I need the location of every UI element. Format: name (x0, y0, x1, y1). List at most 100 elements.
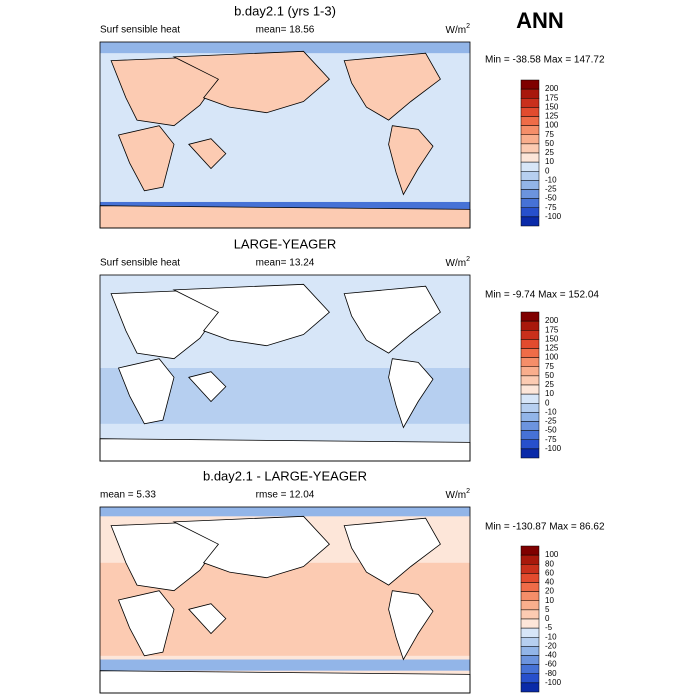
colorbar-box (520, 116, 540, 126)
colorbar-box (520, 591, 540, 601)
colorbar-box (520, 375, 540, 386)
colorbar-box (520, 88, 540, 99)
colorbar-box (520, 152, 540, 163)
colorbar-box (520, 125, 540, 135)
land (172, 283, 330, 347)
colorbar-box (520, 673, 540, 684)
land (99, 205, 471, 229)
colorbar-label: 175 (545, 93, 559, 102)
colorbar-label: 100 (545, 121, 559, 130)
land (343, 52, 441, 121)
colorbar-box (520, 107, 540, 117)
colorbar-label: -25 (545, 417, 557, 426)
min-max: Min = -9.74 Max = 152.04 (485, 290, 599, 301)
colorbar-label: 0 (545, 614, 550, 623)
colorbar-label: 75 (545, 362, 554, 371)
colorbar-box (520, 600, 540, 611)
colorbar-box (520, 573, 540, 583)
left-label: mean = 5.33 (100, 490, 156, 501)
land (117, 590, 175, 657)
colorbar-box (520, 143, 540, 154)
colorbar-box (520, 134, 540, 145)
colorbar-box (520, 682, 540, 693)
left-label: Surf sensible heat (100, 25, 180, 36)
land (388, 358, 434, 429)
colorbar-label: -20 (545, 641, 557, 650)
season-title: ANN (516, 8, 564, 33)
colorbar-box (520, 609, 540, 620)
colorbar-label: 125 (545, 344, 559, 353)
colorbar-box (520, 439, 540, 450)
colorbar-label: -80 (545, 669, 557, 678)
panel-title: b.day2.1 - LARGE-YEAGER (203, 468, 367, 483)
land (343, 517, 441, 586)
colorbar-label: 200 (545, 316, 559, 325)
panel: LARGE-YEAGER Surf sensible heat mean= 13.2… (99, 236, 599, 462)
units: W/m2 (446, 256, 471, 269)
map-band (100, 42, 470, 54)
units-text: W/m (446, 258, 467, 269)
units-text: W/m (446, 25, 467, 36)
units-sup: 2 (466, 256, 470, 263)
colorbar-label: 10 (545, 157, 554, 166)
colorbar-label: -5 (545, 623, 553, 632)
land (172, 50, 330, 114)
colorbar-box (520, 79, 540, 90)
units-sup: 2 (466, 23, 470, 30)
colorbar-box (520, 198, 540, 208)
colorbar-box (520, 161, 540, 172)
land (117, 125, 175, 192)
colorbar-label: 200 (545, 84, 559, 93)
colorbar-box (520, 339, 540, 349)
colorbar-box (520, 627, 540, 638)
colorbar-label: 40 (545, 578, 554, 587)
colorbar-box (520, 664, 540, 674)
colorbar-label: -100 (545, 212, 562, 221)
colorbar-label: 10 (545, 389, 554, 398)
colorbar-box (520, 357, 540, 367)
colorbar-label: -10 (545, 632, 557, 641)
colorbar-label: 5 (545, 605, 550, 614)
colorbar-label: -100 (545, 678, 562, 687)
land (188, 371, 227, 403)
colorbar-label: 100 (545, 353, 559, 362)
map-band (100, 507, 470, 517)
colorbar-box (520, 207, 540, 218)
colorbar-box (520, 384, 540, 395)
colorbar-label: 50 (545, 139, 554, 148)
land (188, 138, 227, 170)
colorbar-label: 0 (545, 166, 550, 175)
colorbar-box (520, 545, 540, 556)
colorbar-box (520, 564, 540, 574)
colorbar-label: -75 (545, 203, 557, 212)
colorbar-box (520, 430, 540, 440)
min-max: Min = -130.87 Max = 86.62 (485, 522, 605, 533)
land (172, 515, 330, 579)
colorbar-box (520, 412, 540, 422)
center-label: mean= 13.24 (256, 258, 315, 269)
colorbar-label: 25 (545, 380, 554, 389)
colorbar-label: -10 (545, 175, 557, 184)
colorbar-label: 175 (545, 325, 559, 334)
colorbar-label: -75 (545, 435, 557, 444)
colorbar-box (520, 393, 540, 404)
colorbar-label: 150 (545, 334, 559, 343)
map-frame (99, 41, 471, 229)
left-label: Surf sensible heat (100, 258, 180, 269)
panel: b.day2.1 (yrs 1-3) Surf sensible heat mean… (99, 3, 605, 229)
land (99, 670, 471, 694)
colorbar-box (520, 330, 540, 340)
land (99, 438, 471, 462)
colorbar-box (520, 311, 540, 322)
colorbar-box (520, 421, 540, 431)
colorbar-label: 80 (545, 559, 554, 568)
colorbar-label: -10 (545, 407, 557, 416)
panel: b.day2.1 - LARGE-YEAGER mean = 5.33 rmse =… (99, 468, 605, 694)
land (117, 358, 175, 425)
land (388, 590, 434, 661)
colorbar-box (520, 180, 540, 190)
colorbar-label: 150 (545, 102, 559, 111)
colorbar-box (520, 646, 540, 656)
map-frame (99, 274, 471, 462)
